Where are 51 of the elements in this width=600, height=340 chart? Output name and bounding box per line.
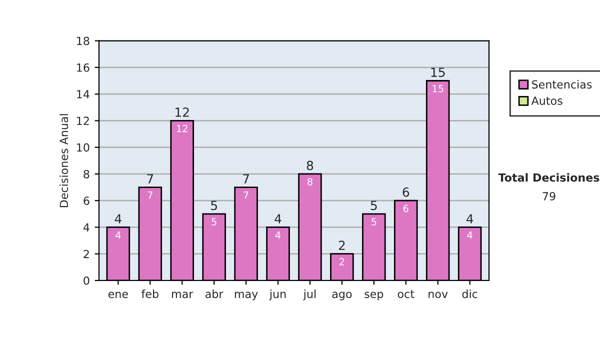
- total-label: 4: [274, 214, 282, 224]
- y-tick-label: 2: [84, 250, 89, 258]
- total-label: 6: [402, 187, 410, 197]
- y-axis-title: Decisiones Anual: [60, 114, 68, 208]
- data-label: 2: [340, 258, 344, 266]
- y-tick-label: 4: [83, 223, 90, 232]
- x-tick-label: dic: [462, 290, 478, 298]
- data-label: 15: [432, 85, 444, 92]
- x-tick-label: feb: [142, 290, 158, 298]
- total-label: 4: [466, 214, 474, 224]
- legend-label: Sentencias: [532, 80, 592, 89]
- data-label: 4: [275, 232, 281, 239]
- x-tick-label: nov: [428, 292, 448, 298]
- y-tick-label: 8: [84, 170, 90, 178]
- total-label: 7: [243, 174, 249, 184]
- x-tick-label: may: [234, 292, 258, 300]
- total-label: 5: [211, 200, 217, 210]
- x-tick-label: oct: [398, 290, 414, 298]
- data-label: 12: [176, 124, 188, 132]
- text: Total Decisiones: [498, 173, 600, 182]
- data-label: 4: [116, 232, 121, 239]
- y-tick-label: 16: [77, 63, 90, 72]
- data-label: 4: [467, 232, 472, 239]
- y-tick-label: 6: [84, 196, 90, 205]
- x-tick-label: sep: [364, 292, 384, 300]
- total-label: 5: [370, 200, 377, 210]
- data-label: 5: [212, 218, 216, 226]
- x-tick-label: ene: [108, 292, 128, 298]
- y-tick-label: 18: [77, 36, 90, 46]
- text: 79: [542, 192, 556, 200]
- total-label: 15: [431, 68, 445, 77]
- x-tick-label: abr: [206, 290, 224, 298]
- total-label: 4: [114, 214, 122, 224]
- y-tick-label: 0: [84, 276, 90, 285]
- total-label: 2: [338, 240, 345, 250]
- data-label: 6: [403, 204, 408, 212]
- x-tick-label: mar: [172, 292, 194, 298]
- x-tick-label: jun: [269, 290, 286, 300]
- data-label: 5: [372, 218, 376, 226]
- total-label: 12: [176, 107, 189, 117]
- data-label: 7: [148, 192, 152, 199]
- y-tick-label: 14: [77, 90, 90, 98]
- legend-label: Autos: [531, 96, 562, 105]
- data-label: 7: [244, 192, 248, 199]
- y-tick-label: 12: [77, 116, 89, 125]
- total-label: 7: [147, 174, 154, 184]
- total-label: 8: [306, 160, 314, 170]
- y-tick-label: 10: [77, 143, 90, 152]
- data-label: 8: [308, 178, 312, 186]
- x-tick-label: ago: [332, 292, 352, 300]
- x-tick-label: jul: [303, 290, 316, 300]
